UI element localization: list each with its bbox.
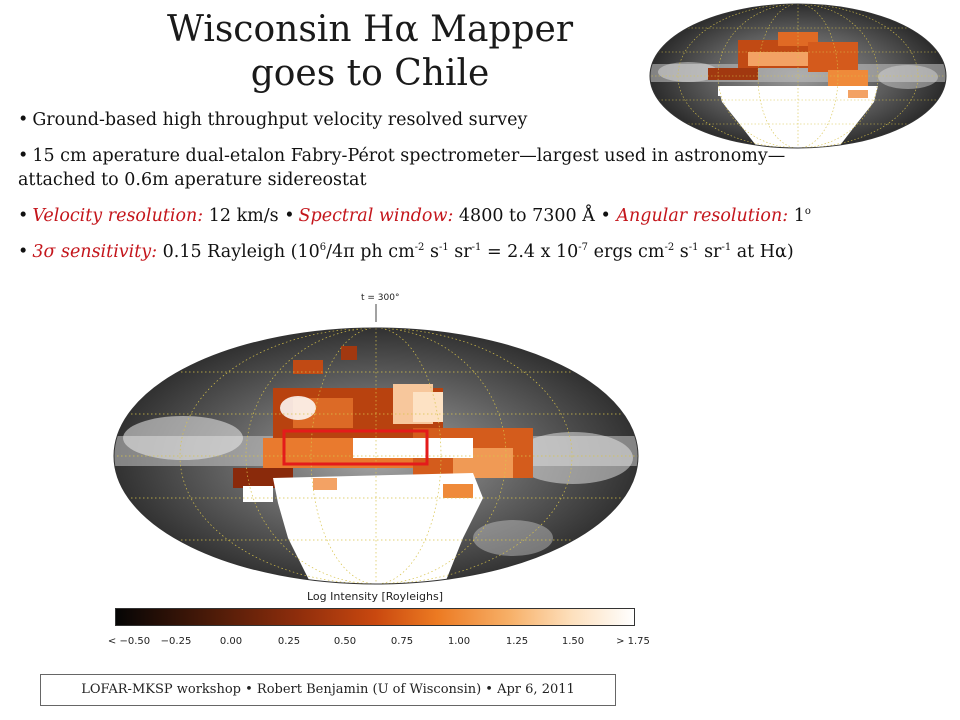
colorbar-tick: 0.50 <box>333 636 357 647</box>
sensitivity-text: sr <box>448 242 472 262</box>
colorbar-tick: 1.50 <box>561 636 585 647</box>
exponent: -1 <box>438 242 449 254</box>
colorbar-ticks: < −0.50 −0.25 0.00 0.25 0.50 0.75 1.00 1… <box>108 636 655 650</box>
exponent: -1 <box>688 242 699 254</box>
angular-value: 1 <box>788 206 805 226</box>
sensitivity-text: 0.15 Rayleigh (10 <box>157 242 320 262</box>
bullet-item: • Ground-based high throughput velocity r… <box>18 110 528 130</box>
bullet-text: Ground-based high throughput velocity re… <box>32 110 528 130</box>
colorbar-tick: −0.25 <box>160 636 192 647</box>
colorbar-tick: > 1.75 <box>616 636 650 647</box>
velocity-value: 12 km/s <box>203 206 285 226</box>
sensitivity-text: ergs cm <box>588 242 665 262</box>
spectral-label: Spectral window: <box>298 206 454 226</box>
spectral-value: 4800 to 7300 Å • <box>453 206 617 226</box>
bullet-item: • 3σ sensitivity: 0.15 Rayleigh (106/4π p… <box>18 242 794 262</box>
colorbar-title: Log Intensity [Royleighs] <box>306 590 444 603</box>
bullet-text: attached to 0.6m aperature sidereostat <box>18 170 367 190</box>
colorbar-tick: 0.00 <box>219 636 243 647</box>
sky-map-thumbnail <box>649 3 947 149</box>
colorbar-tick: < −0.50 <box>107 636 151 647</box>
exponent: -2 <box>664 242 675 254</box>
exponent: 6 <box>319 242 327 254</box>
colorbar: Log Intensity [Royleighs] < −0.50 −0.25 … <box>108 590 655 650</box>
bullet-text: 15 cm aperature dual-etalon Fabry-Pérot … <box>32 146 786 166</box>
sensitivity-text: s <box>674 242 689 262</box>
degree-mark: o <box>804 206 811 218</box>
colorbar-tick: 0.25 <box>277 636 301 647</box>
bullet-item: • Velocity resolution: 12 km/s • Spectral … <box>18 206 811 226</box>
bullet-list: • Ground-based high throughput velocity r… <box>18 108 938 276</box>
slide-title: Wisconsin Hα Mapper goes to Chile <box>130 8 610 96</box>
title-line-2: goes to Chile <box>250 53 490 94</box>
sensitivity-text: /4π ph cm <box>326 242 415 262</box>
sky-map-main: t = 300° <box>113 293 639 585</box>
sensitivity-label: 3σ sensitivity: <box>32 242 158 262</box>
slide-footer: LOFAR-MKSP workshop • Robert Benjamin (U… <box>40 674 616 706</box>
angular-label: Angular resolution: <box>616 206 789 226</box>
title-line-1: Wisconsin Hα Mapper <box>166 9 574 50</box>
sensitivity-text: sr <box>698 242 722 262</box>
colorbar-tick: 1.25 <box>505 636 529 647</box>
bullet-item: • 15 cm aperature dual-etalon Fabry-Pérot… <box>18 146 786 190</box>
colorbar-tick: 1.00 <box>447 636 471 647</box>
highlight-box <box>282 429 429 466</box>
map-longitude-label: t = 300° <box>361 293 399 303</box>
sensitivity-text: at Hα) <box>731 242 794 262</box>
exponent: -1 <box>721 242 732 254</box>
sensitivity-text: = 2.4 x 10 <box>481 242 579 262</box>
velocity-label: Velocity resolution: <box>32 206 204 226</box>
colorbar-gradient <box>115 608 635 626</box>
exponent: -1 <box>471 242 482 254</box>
sensitivity-text: s <box>424 242 439 262</box>
colorbar-tick: 0.75 <box>390 636 414 647</box>
exponent: -7 <box>578 242 589 254</box>
exponent: -2 <box>414 242 425 254</box>
